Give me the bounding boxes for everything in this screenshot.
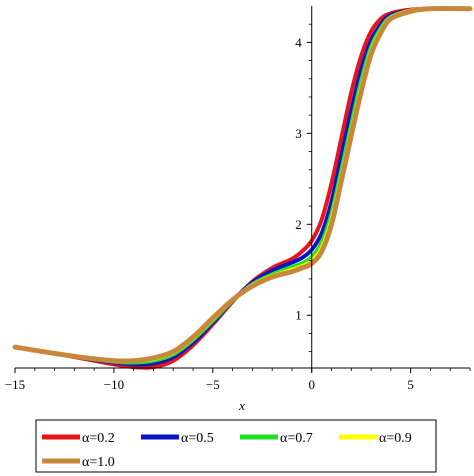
series-line-5 — [12, 6, 473, 364]
x-axis-title: x — [238, 398, 245, 413]
x-tick-label: −5 — [206, 377, 220, 392]
legend-label: α=1.0 — [82, 455, 115, 470]
x-tick-label: 5 — [407, 377, 414, 392]
y-tick-label: 4 — [295, 35, 302, 50]
legend-label: α=0.2 — [82, 431, 115, 446]
legend-label: α=0.5 — [181, 431, 214, 446]
legend-label: α=0.7 — [280, 431, 313, 446]
legend: α=0.2 α=0.5 α=0.7 α=0.9 α=1.0 — [35, 419, 437, 473]
series-line-1 — [13, 6, 472, 370]
series-line-4 — [13, 6, 472, 363]
series-line-3 — [13, 6, 472, 365]
series-line-2 — [13, 6, 472, 367]
legend-label: α=0.9 — [379, 431, 412, 446]
x-tick-label: −10 — [104, 377, 124, 392]
axes-layer: −15 −10 −5 0 5 1 2 3 4 — [5, 6, 471, 392]
x-tick-label: 0 — [308, 377, 315, 392]
legend-box — [35, 419, 437, 473]
y-tick-label: 1 — [295, 308, 302, 323]
x-tick-label: −15 — [5, 377, 25, 392]
y-tick-label: 2 — [295, 217, 302, 232]
y-tick-label: 3 — [295, 126, 302, 141]
series-layer — [12, 6, 473, 370]
